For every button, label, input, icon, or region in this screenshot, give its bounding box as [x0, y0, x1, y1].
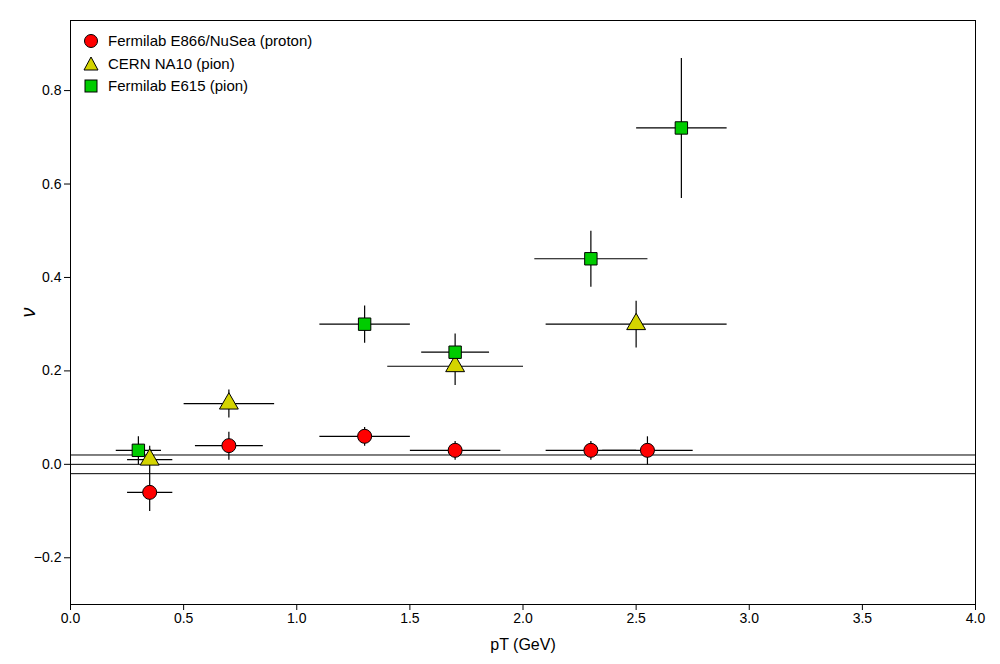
svg-text:3.5: 3.5 [853, 610, 873, 626]
svg-text:0.0: 0.0 [42, 456, 62, 472]
svg-text:0.4: 0.4 [42, 269, 62, 285]
svg-text:2.0: 2.0 [513, 610, 533, 626]
svg-text:4.0: 4.0 [966, 610, 986, 626]
svg-text:0.0: 0.0 [61, 610, 81, 626]
html-text:CERN NA10 (pion): CERN NA10 (pion) [108, 54, 235, 72]
svg-text:1.0: 1.0 [287, 610, 307, 626]
html-text:Fermilab E866/NuSea (proton): Fermilab E866/NuSea (proton) [108, 32, 313, 49]
svg-text:0.8: 0.8 [42, 82, 62, 98]
svg-text:1.5: 1.5 [400, 610, 420, 626]
svg-text:ν: ν [17, 308, 39, 318]
svg-text:0.5: 0.5 [174, 610, 194, 626]
svg-text:pT (GeV): pT (GeV) [490, 636, 556, 653]
svg-text:0.6: 0.6 [42, 176, 62, 192]
svg-text:2.5: 2.5 [626, 610, 646, 626]
svg-text:0.2: 0.2 [42, 362, 62, 378]
svg-text:3.0: 3.0 [740, 610, 760, 626]
html-text:Fermilab E615 (pion): Fermilab E615 (pion) [108, 77, 249, 94]
svg-text:−0.2: −0.2 [34, 549, 62, 565]
